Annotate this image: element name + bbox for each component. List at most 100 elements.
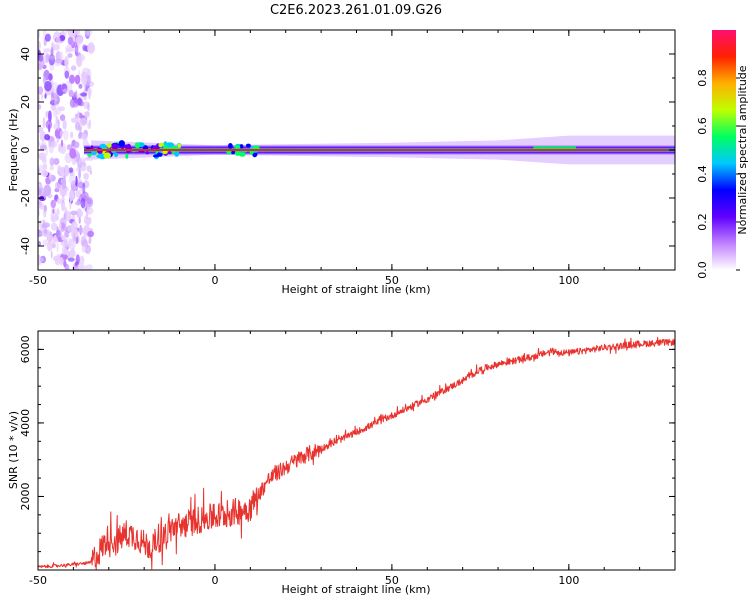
spectrogram-noise-cell [87,42,95,54]
spectrogram-noise-cell [80,198,86,209]
spectrogram-noise-cell [75,167,79,172]
chart-title: C2E6.2023.261.01.09.G26 [270,3,442,18]
spectrogram-noise-cell [79,255,85,266]
spectrogram-noise-cell [50,199,56,209]
spectrogram-noise-cell [59,35,66,41]
spectrogram-noise-cell [47,193,53,199]
spectrogram-noise-cell [70,117,79,123]
spectrogram-noise-cell [41,169,49,177]
spectrogram-x-ticks: -50 0 50 100 [29,30,676,287]
spectrogram-marks [38,30,675,270]
spectrogram-noise-cell [38,53,44,62]
spectrogram-y-ticks: -40 -20 0 20 40 [19,29,675,271]
spectrogram-noise-cell [64,30,68,37]
spectrogram-noise-cell [75,36,84,44]
spectrogram-noise-cell [42,239,48,247]
spectrogram-noise-cell [50,210,58,223]
colorbar-tick-label: 0.2 [696,213,709,231]
spectrogram-noise-cell [82,182,86,195]
spectrogram-noise-cell [74,201,82,206]
spectrogram-noise-cell [86,165,92,173]
spectrogram-noise-cell [80,235,87,248]
spectrogram-turbulence-blob [239,152,246,157]
spectrogram-noise-cell [38,104,42,110]
spectrogram-turbulence-blob [167,151,172,155]
spectrogram-noise-cell [45,146,48,157]
spectrogram-noise-cell [68,89,74,98]
snr-x-tick-label: 50 [385,574,399,587]
snr-x-tick-label: 0 [211,574,218,587]
spectrogram-turbulence-blob [123,144,130,149]
spectrogram-noise-cell [75,47,79,52]
spectrogram-noise-cell [75,189,81,199]
spectrogram-noise-cell [78,167,81,180]
spectrogram-noise-cell [79,117,88,126]
spectrogram-turbulence-blob [126,150,131,154]
snr-x-ticks: -50 0 50 100 [29,331,676,587]
spectrogram-noise-cell [75,149,79,160]
spectrogram-noise-cell [44,33,51,42]
spectrogram-noise-cell [38,241,41,247]
spectrogram-noise-cell [63,164,70,177]
spectrogram-noise-cell [53,158,60,165]
spectrogram-noise-cell [55,214,59,221]
spectrogram-turbulence-blob [239,144,244,149]
colorbar-gradient [712,30,736,270]
spectrogram-turbulence-blob [87,153,92,157]
spectrogram-noise-cell [87,87,92,97]
spectrogram-noise-cell [43,48,48,55]
spectrogram-turbulence-blob [125,153,129,159]
spectrogram-noise-cell [48,54,56,60]
spectrogram-noise-cell [79,161,87,172]
spectrogram-noise-cell [39,144,48,151]
spectrogram-noise-cell [86,198,92,205]
colorbar: 0.0 0.2 0.4 0.6 0.8 Normalized spectral ampl… [696,30,749,279]
spectrogram-turbulence-blob [234,150,241,156]
spectrogram-noise-cell [49,157,55,167]
spectrogram-noise-cell [78,227,84,234]
spectrogram-noise-cell [56,208,60,216]
spectrogram-noise-cell [88,119,92,129]
spectrogram-x-tick-label: 0 [211,274,218,287]
spectrogram-noise-cell [87,102,90,112]
spectrogram-noise-cell [55,116,59,125]
spectrogram-noise-cell [52,82,58,89]
spectrogram-noise-cell [77,110,80,121]
spectrogram-noise-cell [84,181,90,188]
spectrogram-turbulence-blob [166,142,174,148]
spectrogram-noise-cell [41,93,44,100]
spectrogram-noise-cell [74,141,80,149]
colorbar-tick-label: 0.6 [696,117,709,135]
spectrogram-noise-cell [87,230,94,238]
spectrogram-noise-cell [38,140,41,147]
spectrogram-x-tick-label: 100 [558,274,579,287]
spectrogram-noise-cell [69,249,76,258]
spectrogram-noise-cell [50,47,54,56]
colorbar-tick-label: 0.4 [696,165,709,183]
spectrogram-noise-cell [70,210,78,216]
spectrogram-noise-cell [60,139,64,148]
spectrogram-noise-cell [84,112,90,119]
spectrogram-noise-cell [80,133,88,141]
spectrogram-noise-cell [66,144,73,151]
spectrogram-band-segment [533,146,576,149]
spectrogram-noise-cell [55,108,61,115]
spectrogram-x-tick-label: 50 [385,274,399,287]
spectrogram-turbulence-blob [162,150,168,155]
spectrogram-turbulence-blob [91,149,97,156]
spectrogram-noise-cell [38,202,45,210]
spectrogram-noise-cell [44,93,47,99]
snr-x-tick-label: -50 [29,574,47,587]
spectrogram-noise-cell [67,53,73,58]
spectrogram-noise-cell [61,194,65,204]
spectrogram-turbulence-blob [106,142,112,148]
spectrogram-noise-cell [53,123,60,130]
spectrogram-turbulence-blob [145,151,150,155]
spectrogram-noise-cell [38,86,44,95]
spectrogram-noise-cell [73,232,76,242]
spectrogram-noise-cell [58,144,61,152]
snr-y-tick-label: 4000 [19,409,32,437]
spectrogram-noise-cell [75,90,78,98]
spectrogram-noise-cell [59,130,63,138]
spectrogram-turbulence-blob [103,152,111,159]
